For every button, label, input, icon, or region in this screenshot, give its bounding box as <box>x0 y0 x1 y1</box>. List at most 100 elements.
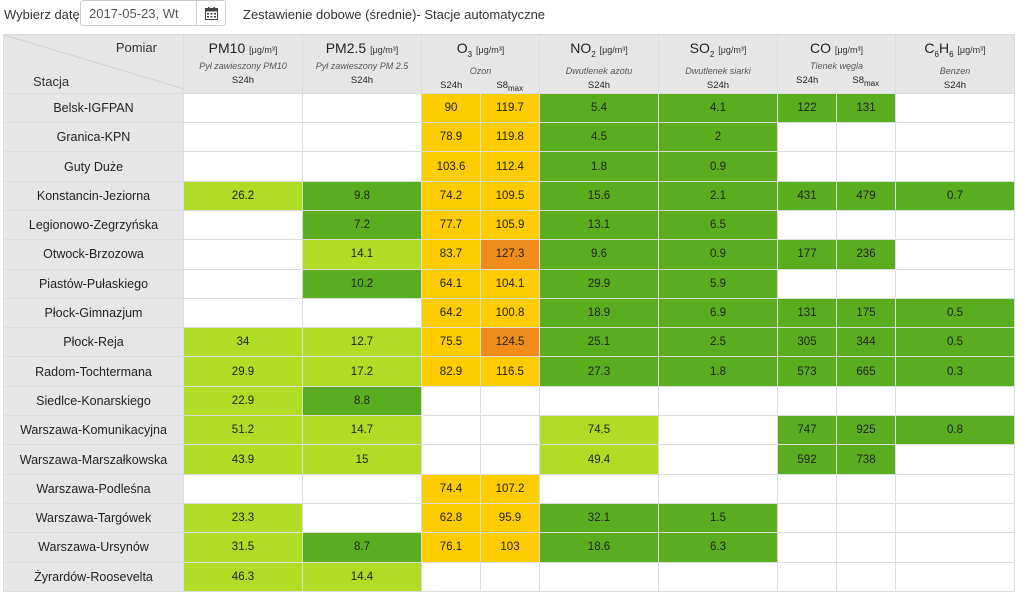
pollutant-name: C6H6 <box>924 40 954 59</box>
value-cell: 0.5 <box>895 297 1015 329</box>
value-cell: 74.5 <box>539 415 659 446</box>
station-name: Warszawa-Ursynów <box>3 532 184 563</box>
value-cell <box>895 151 1015 182</box>
table-row: Granica-KPN 78.9 119.8 4.5 2 <box>3 122 1015 153</box>
value-cell: 13.1 <box>539 209 659 241</box>
value-cell <box>836 151 896 182</box>
value-cell: 74.2 <box>421 180 481 211</box>
station-name: Warszawa-Komunikacyjna <box>3 415 184 446</box>
value-cell: 1.5 <box>658 502 778 534</box>
value-cell <box>777 268 837 299</box>
station-header: Stacja <box>33 73 70 89</box>
value-cell: 2 <box>658 122 778 153</box>
date-input[interactable]: 2017-05-23, Wt <box>80 0 196 26</box>
pollutant-desc: Dwutlenek siarki <box>685 65 751 76</box>
sub-header: S24h <box>943 79 967 91</box>
value-cell: 100.8 <box>480 297 540 329</box>
value-cell: 175 <box>836 297 896 329</box>
pollutant-unit: [μg/m³] <box>599 45 628 55</box>
station-name: Legionowo-Zegrzyńska <box>3 209 184 241</box>
value-cell: 0.8 <box>895 415 1015 446</box>
pollutant-header-no2: NO2 [μg/m³] Dwutlenek azotu S24h <box>539 34 659 94</box>
station-name: Warszawa-Marszałkowska <box>3 444 184 475</box>
value-cell: 78.9 <box>421 122 481 153</box>
value-cell: 15.6 <box>539 180 659 211</box>
page-title: Zestawienie dobowe (średnie)- Stacje aut… <box>243 7 546 22</box>
pollutant-unit: [μg/m³] <box>834 45 864 55</box>
station-name: Radom-Tochtermana <box>3 356 184 387</box>
value-cell: 9.6 <box>539 239 659 270</box>
value-cell: 17.2 <box>302 356 422 387</box>
pollutant-desc: Ozon <box>469 65 492 76</box>
value-cell: 82.9 <box>421 356 481 387</box>
sub-header: S24h <box>796 75 819 86</box>
pollutant-unit: [μg/m³] <box>370 45 399 55</box>
value-cell: 109.5 <box>480 180 540 211</box>
value-cell: 14.1 <box>302 239 422 270</box>
date-label: Wybierz datę: <box>4 7 84 22</box>
value-cell <box>777 502 837 534</box>
value-cell: 6.5 <box>658 209 778 241</box>
value-cell: 9.8 <box>302 180 422 211</box>
value-cell: 738 <box>836 444 896 475</box>
value-cell: 90 <box>421 92 481 124</box>
station-name: Siedlce-Konarskiego <box>3 385 184 417</box>
value-cell: 32.1 <box>539 502 659 534</box>
value-cell: 12.7 <box>302 327 422 358</box>
station-name: Belsk-IGFPAN <box>3 92 184 124</box>
value-cell: 95.9 <box>480 502 540 534</box>
station-name: Granica-KPN <box>3 122 184 153</box>
pollutant-desc: Pył zawieszony PM10 <box>199 61 287 71</box>
table-row: Siedlce-Konarskiego 22.9 8.8 <box>3 385 1015 417</box>
sub-header: S24h <box>231 75 255 86</box>
value-cell: 23.3 <box>183 502 303 534</box>
pollutant-unit: [μg/m³] <box>957 45 986 55</box>
value-cell <box>421 415 481 446</box>
value-cell: 122 <box>777 92 837 124</box>
value-cell: 103 <box>480 532 540 563</box>
value-cell <box>183 92 303 124</box>
table-row: Warszawa-Targówek 23.3 62.8 95.9 32.1 1.5 <box>3 502 1015 534</box>
sub-header: S24h <box>350 75 374 86</box>
table-row: Warszawa-Podleśna 74.4 107.2 <box>3 473 1015 504</box>
value-cell: 5.4 <box>539 92 659 124</box>
station-name: Płock-Reja <box>3 327 184 358</box>
value-cell <box>302 473 422 504</box>
value-cell: 177 <box>777 239 837 270</box>
value-cell: 124.5 <box>480 327 540 358</box>
value-cell: 119.8 <box>480 122 540 153</box>
value-cell <box>658 385 778 417</box>
value-cell <box>480 385 540 417</box>
value-cell: 75.5 <box>421 327 481 358</box>
station-name: Warszawa-Podleśna <box>3 473 184 504</box>
value-cell: 64.2 <box>421 297 481 329</box>
table-row: Żyrardów-Roosevelta 46.3 14.4 <box>3 561 1015 592</box>
calendar-button[interactable] <box>196 0 226 26</box>
pollutant-name: CO <box>809 40 831 56</box>
pollutant-name: NO2 <box>570 40 596 59</box>
table-row: Belsk-IGFPAN 90 119.7 5.4 4.1 122 131 <box>3 92 1015 124</box>
value-cell: 2.5 <box>658 327 778 358</box>
value-cell: 43.9 <box>183 444 303 475</box>
sub-header: S8max <box>852 75 880 88</box>
value-cell: 0.9 <box>658 239 778 270</box>
pollutant-header-pm25: PM2.5 [μg/m³] Pył zawieszony PM 2.5 S24h <box>302 34 422 94</box>
measurement-table: Pomiar Stacja PM10 [μg/m³] Pył zawieszon… <box>3 34 1015 592</box>
station-name: Warszawa-Targówek <box>3 502 184 534</box>
table-row: Warszawa-Marszałkowska 43.9 15 49.4 592 738 <box>3 444 1015 475</box>
value-cell <box>895 532 1015 563</box>
value-cell: 747 <box>777 415 837 446</box>
value-cell <box>183 268 303 299</box>
sub-header: S24h <box>706 79 730 91</box>
value-cell <box>183 239 303 270</box>
pollutant-header-c6h6: C6H6 [μg/m³] Benzen S24h <box>895 34 1015 94</box>
value-cell: 76.1 <box>421 532 481 563</box>
value-cell <box>777 209 837 241</box>
station-name: Płock-Gimnazjum <box>3 297 184 329</box>
value-cell: 103.6 <box>421 151 481 182</box>
value-cell <box>895 92 1015 124</box>
value-cell: 26.2 <box>183 180 303 211</box>
table-row: Konstancin-Jeziorna 26.2 9.8 74.2 109.5 15.6 2… <box>3 180 1015 211</box>
table-row: Warszawa-Ursynów 31.5 8.7 76.1 103 18.6 6.3 <box>3 532 1015 563</box>
value-cell: 22.9 <box>183 385 303 417</box>
